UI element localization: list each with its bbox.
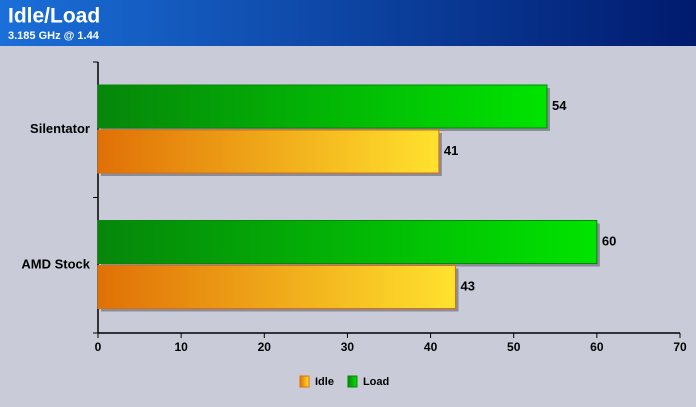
legend-swatch <box>299 375 310 388</box>
data-label: 54 <box>552 98 567 113</box>
x-tick-label: 30 <box>341 340 355 354</box>
bar <box>97 220 598 264</box>
x-tick-label: 50 <box>507 340 521 354</box>
legend-swatch <box>347 375 358 388</box>
x-tick-label: 10 <box>174 340 188 354</box>
x-tick-label: 70 <box>673 340 687 354</box>
y-tick-label: AMD Stock <box>21 257 90 272</box>
y-tick-label: Silentator <box>30 121 90 136</box>
legend-label: Idle <box>315 376 334 388</box>
legend-label: Load <box>363 376 389 388</box>
data-label: 43 <box>461 278 475 293</box>
bar <box>97 265 457 309</box>
data-label: 60 <box>602 233 616 248</box>
x-tick-label: 20 <box>258 340 272 354</box>
x-tick-label: 60 <box>590 340 604 354</box>
x-tick-label: 40 <box>424 340 438 354</box>
data-label: 41 <box>444 143 458 158</box>
header <box>0 0 696 46</box>
bar <box>97 84 548 129</box>
chart-subtitle: 3.185 GHz @ 1.44 <box>8 30 100 42</box>
chart-title: Idle/Load <box>8 5 100 28</box>
x-tick-label: 0 <box>95 340 102 354</box>
bar <box>97 129 440 174</box>
